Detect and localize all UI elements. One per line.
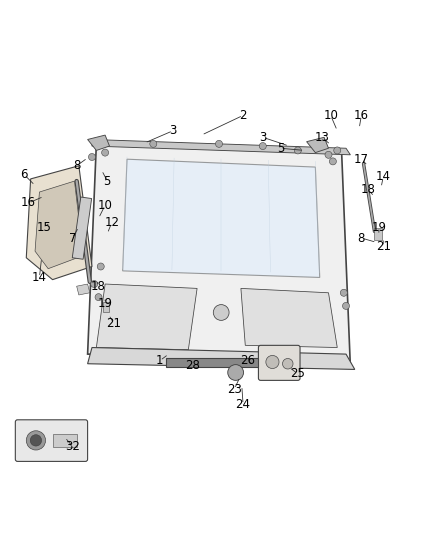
Circle shape bbox=[228, 365, 244, 381]
Text: 14: 14 bbox=[376, 170, 391, 183]
Text: 7: 7 bbox=[68, 231, 76, 245]
Circle shape bbox=[343, 302, 350, 310]
Circle shape bbox=[259, 142, 266, 150]
Text: 1: 1 bbox=[156, 354, 164, 367]
Circle shape bbox=[97, 263, 104, 270]
Text: 21: 21 bbox=[106, 317, 121, 330]
Circle shape bbox=[150, 140, 157, 147]
FancyBboxPatch shape bbox=[15, 420, 88, 462]
Circle shape bbox=[30, 435, 42, 446]
Bar bbox=[374, 228, 382, 240]
Text: 2: 2 bbox=[239, 109, 247, 122]
Circle shape bbox=[26, 431, 46, 450]
Text: 3: 3 bbox=[170, 124, 177, 137]
Text: 3: 3 bbox=[259, 131, 266, 144]
FancyBboxPatch shape bbox=[258, 345, 300, 381]
Circle shape bbox=[294, 147, 301, 154]
Text: 8: 8 bbox=[358, 231, 365, 245]
Circle shape bbox=[340, 289, 347, 296]
Text: 21: 21 bbox=[376, 240, 391, 253]
Circle shape bbox=[88, 154, 95, 160]
Bar bbox=[72, 197, 92, 259]
Circle shape bbox=[102, 149, 109, 156]
Polygon shape bbox=[123, 159, 320, 278]
Text: 6: 6 bbox=[20, 168, 28, 181]
Circle shape bbox=[215, 140, 223, 147]
Text: 5: 5 bbox=[277, 142, 284, 155]
Circle shape bbox=[266, 356, 279, 368]
Text: 5: 5 bbox=[104, 175, 111, 188]
Polygon shape bbox=[77, 284, 90, 295]
Text: 10: 10 bbox=[98, 199, 113, 212]
Text: 8: 8 bbox=[73, 159, 80, 172]
Text: 12: 12 bbox=[104, 216, 119, 229]
Text: 32: 32 bbox=[65, 440, 80, 453]
Circle shape bbox=[95, 294, 102, 301]
Text: 24: 24 bbox=[236, 398, 251, 411]
Circle shape bbox=[334, 147, 341, 154]
Polygon shape bbox=[88, 348, 355, 369]
Circle shape bbox=[283, 359, 293, 369]
Circle shape bbox=[329, 158, 336, 165]
Circle shape bbox=[213, 304, 229, 320]
Polygon shape bbox=[35, 181, 83, 269]
Polygon shape bbox=[26, 166, 92, 280]
Circle shape bbox=[91, 280, 98, 287]
Polygon shape bbox=[88, 135, 110, 150]
Bar bbox=[166, 358, 258, 367]
Text: 28: 28 bbox=[185, 359, 200, 372]
Text: 18: 18 bbox=[360, 183, 375, 196]
Text: 19: 19 bbox=[98, 297, 113, 310]
Text: 25: 25 bbox=[290, 367, 305, 381]
Text: 16: 16 bbox=[21, 197, 36, 209]
Circle shape bbox=[325, 151, 332, 158]
Polygon shape bbox=[92, 140, 350, 155]
Text: 17: 17 bbox=[354, 152, 369, 166]
Bar bbox=[53, 434, 77, 447]
Text: 15: 15 bbox=[36, 221, 51, 233]
Text: 13: 13 bbox=[314, 131, 329, 144]
Text: 26: 26 bbox=[240, 354, 255, 367]
Bar bbox=[103, 302, 109, 312]
Text: 16: 16 bbox=[354, 109, 369, 122]
Text: 19: 19 bbox=[371, 221, 386, 233]
Text: 10: 10 bbox=[323, 109, 338, 122]
Polygon shape bbox=[241, 288, 337, 348]
Text: 14: 14 bbox=[32, 271, 47, 284]
Polygon shape bbox=[307, 138, 328, 152]
Polygon shape bbox=[96, 284, 197, 350]
Text: 18: 18 bbox=[91, 280, 106, 293]
Text: 23: 23 bbox=[227, 383, 242, 395]
Polygon shape bbox=[88, 144, 350, 367]
